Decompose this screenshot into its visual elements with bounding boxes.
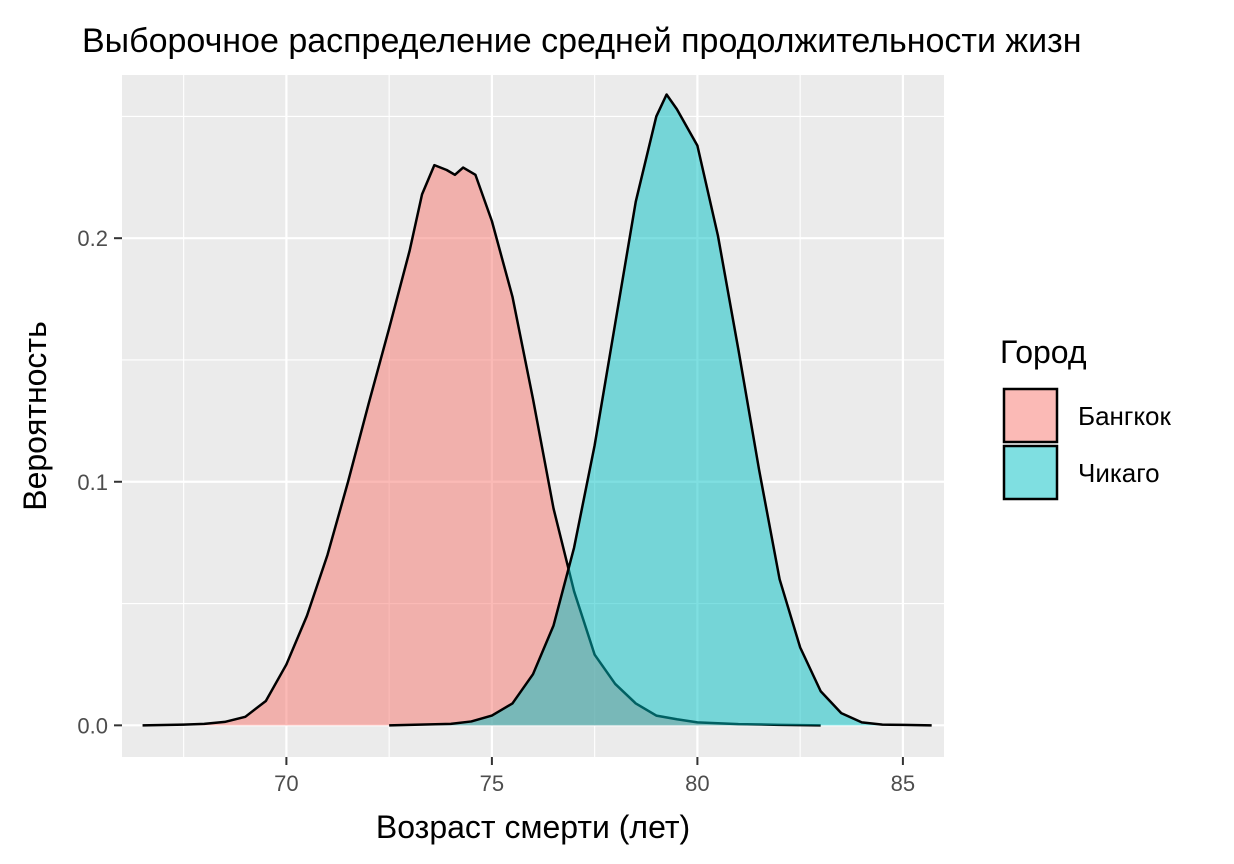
x-tick-label: 80 bbox=[685, 771, 709, 796]
y-tick-label: 0.1 bbox=[77, 470, 108, 495]
legend-key-0 bbox=[1002, 387, 1059, 444]
x-tick-label: 75 bbox=[480, 771, 504, 796]
x-tick-label: 85 bbox=[891, 771, 915, 796]
y-axis: 0.0 0.1 0.2 bbox=[77, 226, 122, 738]
x-tick-label: 70 bbox=[274, 771, 298, 796]
chart-title: Выборочное распределение средней продолж… bbox=[82, 22, 1082, 60]
legend: Город Бангкок Чикаго bbox=[1000, 334, 1171, 501]
density-fill-1 bbox=[389, 94, 932, 726]
legend-key-1 bbox=[1002, 444, 1059, 501]
legend-title: Город bbox=[1000, 334, 1087, 370]
x-axis: 70 75 80 85 bbox=[274, 757, 915, 796]
density-line-1 bbox=[389, 93, 932, 727]
y-tick-label: 0.2 bbox=[77, 226, 108, 251]
y-axis-title: Вероятность bbox=[17, 321, 53, 511]
density-areas bbox=[142, 93, 932, 727]
legend-label-1: Чикаго bbox=[1078, 458, 1160, 488]
x-axis-title: Возраст смерти (лет) bbox=[376, 809, 690, 845]
density-fill-0 bbox=[142, 165, 821, 726]
y-tick-label: 0.0 bbox=[77, 713, 108, 738]
legend-label-0: Бангкок bbox=[1078, 401, 1171, 431]
